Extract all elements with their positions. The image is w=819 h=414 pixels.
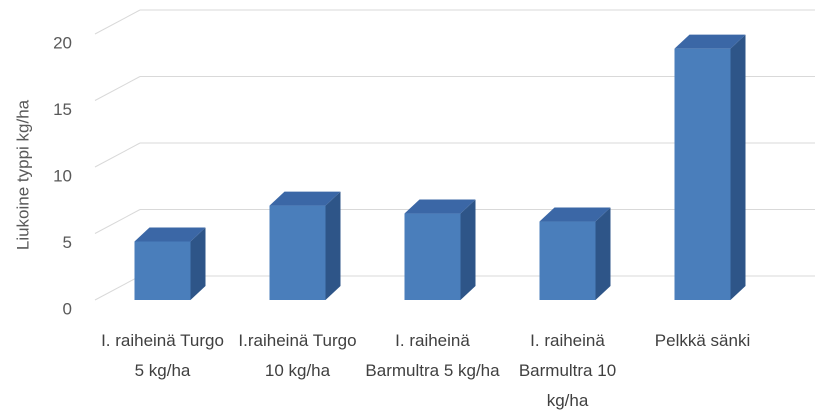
- y-tick-label: 15: [53, 100, 72, 119]
- bar-side: [190, 227, 206, 300]
- bar-top: [539, 207, 611, 222]
- y-tick-label: 20: [53, 33, 72, 52]
- bar-top: [269, 191, 341, 206]
- grid-line-side: [94, 209, 141, 234]
- bar: [404, 213, 461, 300]
- bar-top: [674, 34, 746, 49]
- x-tick-label: I. raiheinä Turgo 5 kg/ha: [101, 331, 224, 380]
- bar: [674, 48, 731, 300]
- grid-line-side: [94, 275, 141, 301]
- grid-line-side: [94, 9, 141, 35]
- y-axis-label: Liukoine typpi kg/ha: [13, 99, 32, 250]
- bar-top: [134, 227, 206, 242]
- y-tick-label: 0: [63, 299, 72, 318]
- x-tick-label: I.raiheinä Turgo 10 kg/ha: [238, 331, 357, 380]
- bar-top: [404, 199, 476, 214]
- bar-side: [730, 34, 746, 300]
- bar-side: [460, 199, 476, 300]
- y-tick-label: 10: [53, 166, 72, 185]
- y-tick-label: 5: [63, 233, 72, 252]
- bar: [269, 205, 326, 300]
- x-tick-label: Pelkkä sänki: [654, 331, 751, 350]
- grid-line-side: [94, 76, 141, 101]
- bar-side: [595, 207, 611, 300]
- x-tick-label: I. raiheinä Barmultra 5 kg/ha: [365, 331, 500, 380]
- bar: [539, 221, 596, 300]
- grid-line-side: [94, 142, 141, 168]
- bar-side: [325, 191, 341, 300]
- x-tick-label: I. raiheinä Barmultra 10 kg/ha: [518, 331, 617, 410]
- bar: [134, 241, 191, 300]
